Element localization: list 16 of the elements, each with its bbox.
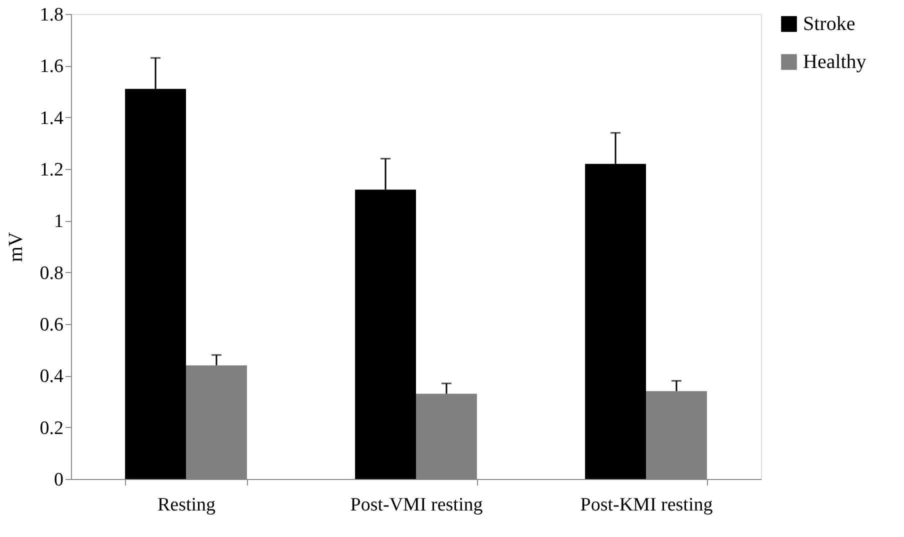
legend-label: Healthy (803, 51, 866, 73)
y-tick-label: 1.2 (40, 160, 64, 180)
y-tick-label: 1.6 (40, 56, 64, 78)
x-tick-label: Resting (157, 494, 216, 516)
y-tick-label: 1.8 (40, 4, 64, 26)
y-tick-label: 0 (54, 470, 64, 490)
x-tick-label: Post-VMI resting (350, 494, 484, 516)
y-tick-label: 0.2 (40, 418, 64, 439)
y-tick-label: 0.8 (40, 262, 64, 284)
y-tick-label: 0.6 (40, 314, 64, 336)
y-tick-label: 1.4 (40, 108, 64, 129)
x-tick-label: Post-KMI resting (580, 494, 714, 516)
y-axis-title: mV (4, 231, 27, 262)
y-tick-label: 1 (54, 211, 64, 232)
y-tick-label: 0.4 (40, 366, 64, 388)
legend-label: Stroke (803, 13, 856, 35)
